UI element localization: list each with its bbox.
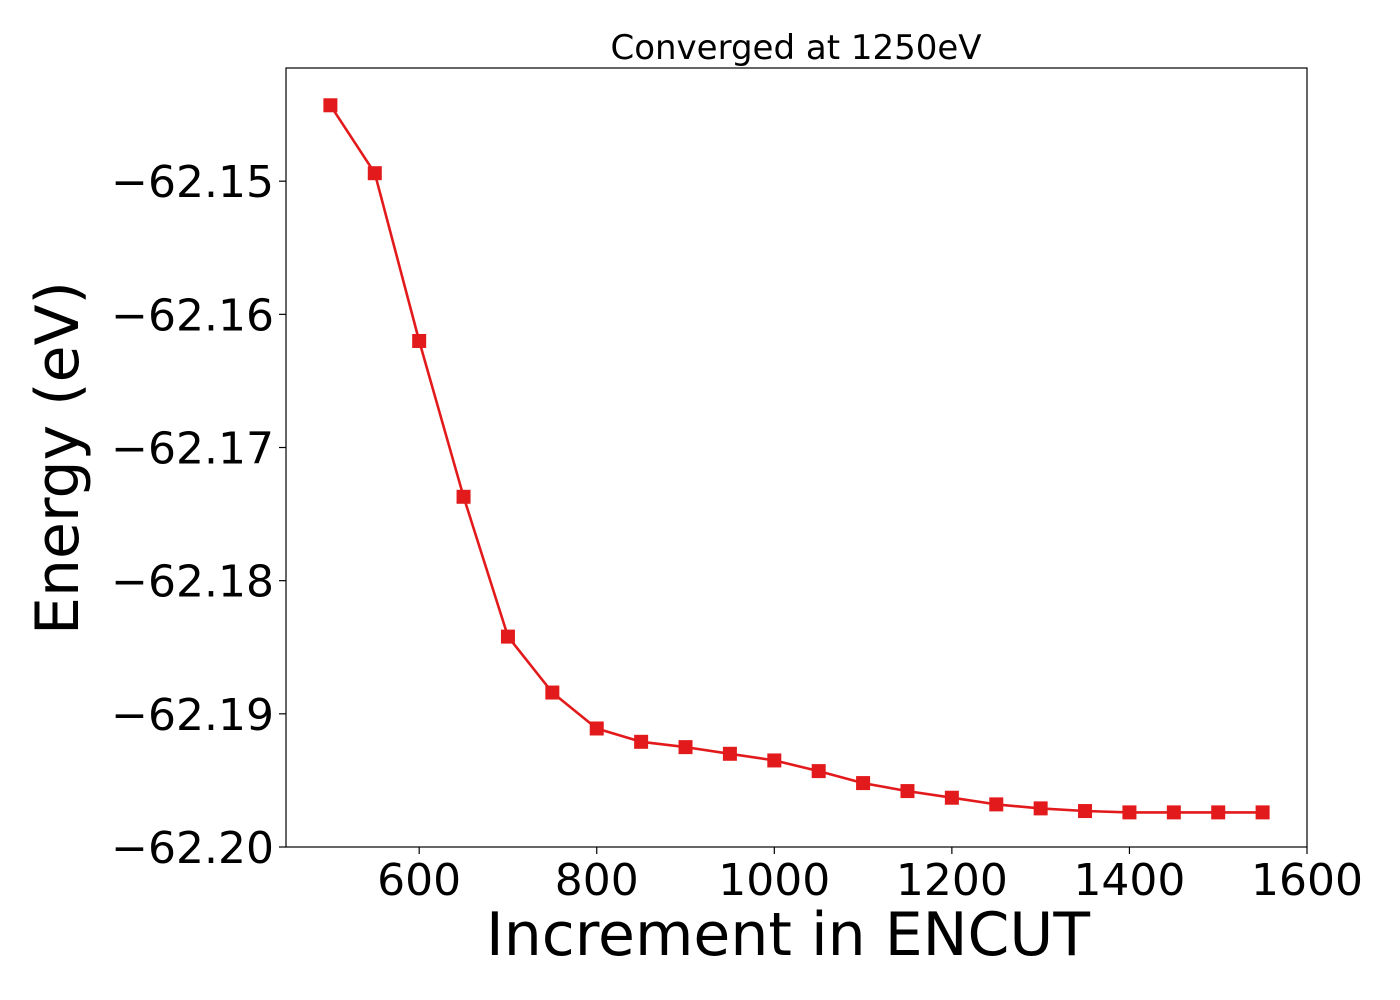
data-point <box>856 776 871 791</box>
y-tick-label: −62.16 <box>111 290 274 341</box>
data-point <box>412 333 427 348</box>
chart-title: Converged at 1250eV <box>610 28 981 68</box>
data-point <box>500 629 515 644</box>
x-axis-title: Increment in ENCUT <box>486 900 1090 970</box>
y-tick-label: −62.17 <box>111 424 274 475</box>
data-point <box>722 746 737 761</box>
data-point <box>944 790 959 805</box>
data-point <box>900 784 915 799</box>
data-point <box>989 797 1004 812</box>
x-tick-label: 1200 <box>896 855 1008 906</box>
y-tick-label: −62.20 <box>111 823 274 874</box>
data-point <box>1122 805 1137 820</box>
y-axis: −62.15 −62.16 −62.17 −62.18 −62.19 −62.20 <box>111 157 286 874</box>
data-point <box>1033 801 1048 816</box>
plot-area <box>323 98 1270 820</box>
x-tick-label: 1000 <box>718 855 830 906</box>
y-axis-title: Energy (eV) <box>23 281 93 635</box>
x-tick-label: 800 <box>555 855 639 906</box>
data-point <box>1211 805 1226 820</box>
data-point <box>1078 804 1093 819</box>
data-point <box>456 489 471 504</box>
data-point <box>678 740 693 755</box>
data-point <box>545 685 560 700</box>
data-point <box>589 721 604 736</box>
y-tick-label: −62.15 <box>111 157 274 208</box>
data-point <box>367 166 382 181</box>
data-point <box>767 753 782 768</box>
x-axis: 600 800 1000 1200 1400 1600 <box>377 847 1363 906</box>
data-point <box>634 734 649 749</box>
x-tick-label: 1600 <box>1251 855 1363 906</box>
data-point <box>811 764 826 779</box>
series-line <box>329 104 1263 814</box>
data-point <box>1255 805 1270 820</box>
x-tick-label: 600 <box>377 855 461 906</box>
data-point <box>323 98 338 113</box>
x-tick-label: 1400 <box>1073 855 1185 906</box>
data-point <box>1166 805 1181 820</box>
plot-frame <box>285 67 1308 848</box>
y-tick-label: −62.19 <box>111 690 274 741</box>
y-tick-label: −62.18 <box>111 557 274 608</box>
